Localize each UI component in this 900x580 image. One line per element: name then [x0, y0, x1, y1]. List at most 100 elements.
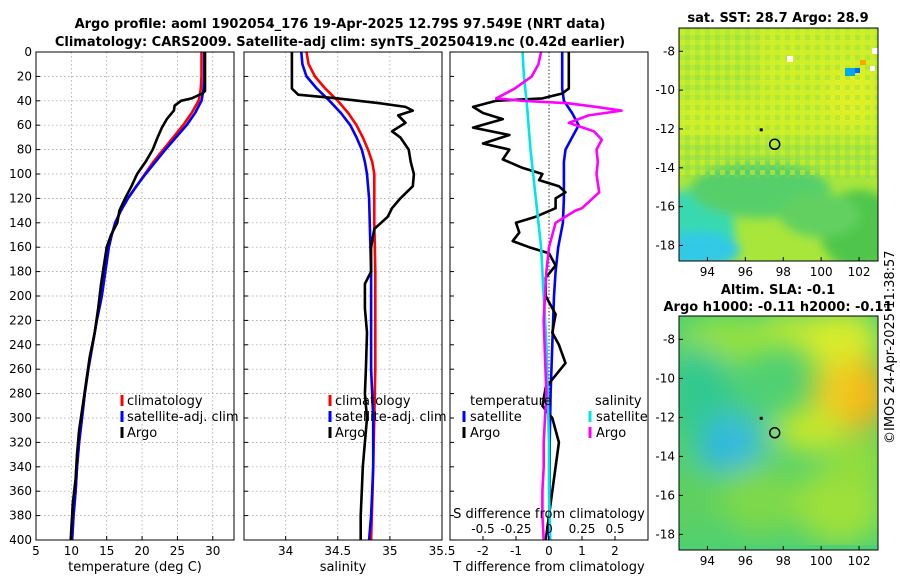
map-y-tick-label: -8: [663, 44, 675, 58]
legend-label: climatology: [127, 394, 203, 409]
temperature-panel: 5 10 15 20 25 3002040608010012014016018020022…: [9, 45, 239, 575]
legend-label: Argo: [596, 426, 626, 441]
map-y-tick-label: -12: [655, 410, 675, 424]
map-x-tick-label: 94: [700, 554, 715, 568]
y-tick-label: 320: [9, 435, 32, 449]
legend-salinity-title: salinity: [595, 394, 642, 409]
difference-panel: -2 -1 0 1 2 T difference from climatology temp…: [449, 51, 649, 575]
map-x-tick-label: 94: [700, 265, 715, 279]
legend-label: satellite-adj. clim: [127, 410, 239, 425]
x-tick-label: 35.5: [429, 544, 456, 558]
y-tick-label: 360: [9, 484, 32, 498]
legend-label: Argo: [470, 426, 500, 441]
x-axis-label: T difference from climatology: [452, 560, 645, 575]
x-tick-label: 35: [382, 544, 397, 558]
y-tick-label: 300: [9, 411, 32, 425]
x-tick-label: 20: [134, 544, 149, 558]
map-x-tick-label: 98: [776, 265, 791, 279]
y-tick-label: 400: [9, 533, 32, 547]
x-tick-label: 0: [545, 544, 553, 558]
x-tick-label: 30: [205, 544, 220, 558]
y-tick-label: 0: [24, 45, 32, 59]
x-tick-label: -1: [510, 544, 522, 558]
y-tick-label: 100: [9, 167, 32, 181]
x-axis-label: temperature (deg C): [68, 560, 202, 575]
series-group: [471, 52, 623, 540]
x-tick-label: 25: [170, 544, 185, 558]
y-tick-label: 20: [17, 69, 32, 83]
x-tick-label: 1: [578, 544, 586, 558]
x-tick-label: 34.5: [324, 544, 351, 558]
legend-label: Argo: [127, 426, 157, 441]
salinity-panel: 34 34.5 35 35.5 salinity climatologysatellite…: [243, 51, 456, 575]
map-x-tick-label: 96: [738, 265, 753, 279]
s-tick-label: 0.25: [569, 522, 596, 536]
legend-label: satellite: [470, 410, 522, 425]
map-x-tick-label: 102: [848, 265, 871, 279]
y-tick-label: 220: [9, 313, 32, 327]
imos-credit: ©IMOS 24-Apr-2025 11:38:57: [883, 250, 898, 444]
y-tick-label: 120: [9, 191, 32, 205]
main-title-line2: Climatology: CARS2009. Satellite-adj cli…: [55, 35, 625, 50]
series-line-satellite-adj-clim: [300, 52, 375, 540]
legend-label: satellite: [596, 410, 648, 425]
x-tick-label: 10: [64, 544, 79, 558]
sla-map-frame: [678, 315, 879, 551]
series-line-s-argo: [494, 52, 623, 540]
sst-argo-location-marker: [768, 138, 781, 151]
series-line-argo: [290, 52, 416, 540]
x-tick-label: 15: [99, 544, 114, 558]
legend-label: climatology: [335, 394, 411, 409]
main-title-line1: Argo profile: aoml 1902054_176 19-Apr-20…: [75, 17, 606, 32]
map-y-tick-label: -18: [655, 238, 675, 252]
s-tick-label: -0.25: [500, 522, 531, 536]
s-tick-label: 0.5: [605, 522, 624, 536]
series-line-s-satellite: [521, 52, 552, 540]
sla-map-title-line1: Altim. SLA: -0.1: [721, 283, 835, 298]
x-tick-label: 2: [611, 544, 619, 558]
sst-map-title: sat. SST: 28.7 Argo: 28.9: [687, 11, 868, 26]
map-x-tick-label: 98: [776, 554, 791, 568]
map-y-tick-label: -18: [655, 527, 675, 541]
y-tick-label: 160: [9, 240, 32, 254]
sla-argo-location-marker: [768, 427, 781, 439]
sst-argo-dot: [759, 128, 763, 132]
y-tick-label: 80: [17, 143, 32, 157]
legend-label: Argo: [335, 426, 365, 441]
sla-map-axes: 94 96 98 100 102 -8 -10 -12 -14 -16 -18: [655, 332, 870, 568]
y-tick-label: 180: [9, 265, 32, 279]
s-tick-label: -0.5: [471, 522, 494, 536]
map-y-tick-label: -16: [655, 200, 675, 214]
series-line-t-satellite: [547, 52, 581, 540]
map-y-tick-label: -14: [655, 161, 675, 175]
map-y-tick-label: -12: [655, 122, 675, 136]
x-tick-label: -2: [477, 544, 489, 558]
sst-map-axes: 94 96 98 100 102 -8 -10 -12 -14 -16 -18: [655, 44, 870, 279]
y-tick-label: 60: [17, 118, 32, 132]
sla-map: 94 96 98 100 102 -8 -10 -12 -14 -16 -18: [655, 315, 879, 568]
sla-map-title-line2: Argo h1000: -0.11 h2000: -0.11: [663, 300, 892, 315]
sst-map: 94 96 98 100 102 -8 -10 -12 -14 -16 -18: [655, 27, 879, 279]
y-tick-label: 380: [9, 509, 32, 523]
y-tick-label: 280: [9, 387, 32, 401]
y-tick-label: 40: [17, 94, 32, 108]
map-x-tick-label: 100: [810, 554, 833, 568]
s-tick-label: 0: [545, 522, 553, 536]
s-axis-label: S difference from climatology: [453, 507, 645, 522]
map-x-tick-label: 96: [738, 554, 753, 568]
x-tick-label: 34: [278, 544, 293, 558]
map-y-tick-label: -10: [655, 83, 675, 97]
map-y-tick-label: -14: [655, 449, 675, 463]
y-tick-label: 140: [9, 216, 32, 230]
series-group: [69, 52, 207, 540]
map-x-tick-label: 100: [810, 265, 833, 279]
x-tick-label: 5: [32, 544, 40, 558]
legend-temperature-title: temperature: [470, 394, 552, 409]
map-x-tick-label: 102: [848, 554, 871, 568]
sla-argo-dot: [759, 416, 763, 420]
y-tick-label: 240: [9, 338, 32, 352]
map-y-tick-label: -10: [655, 371, 675, 385]
y-tick-label: 260: [9, 362, 32, 376]
map-y-tick-label: -16: [655, 488, 675, 502]
